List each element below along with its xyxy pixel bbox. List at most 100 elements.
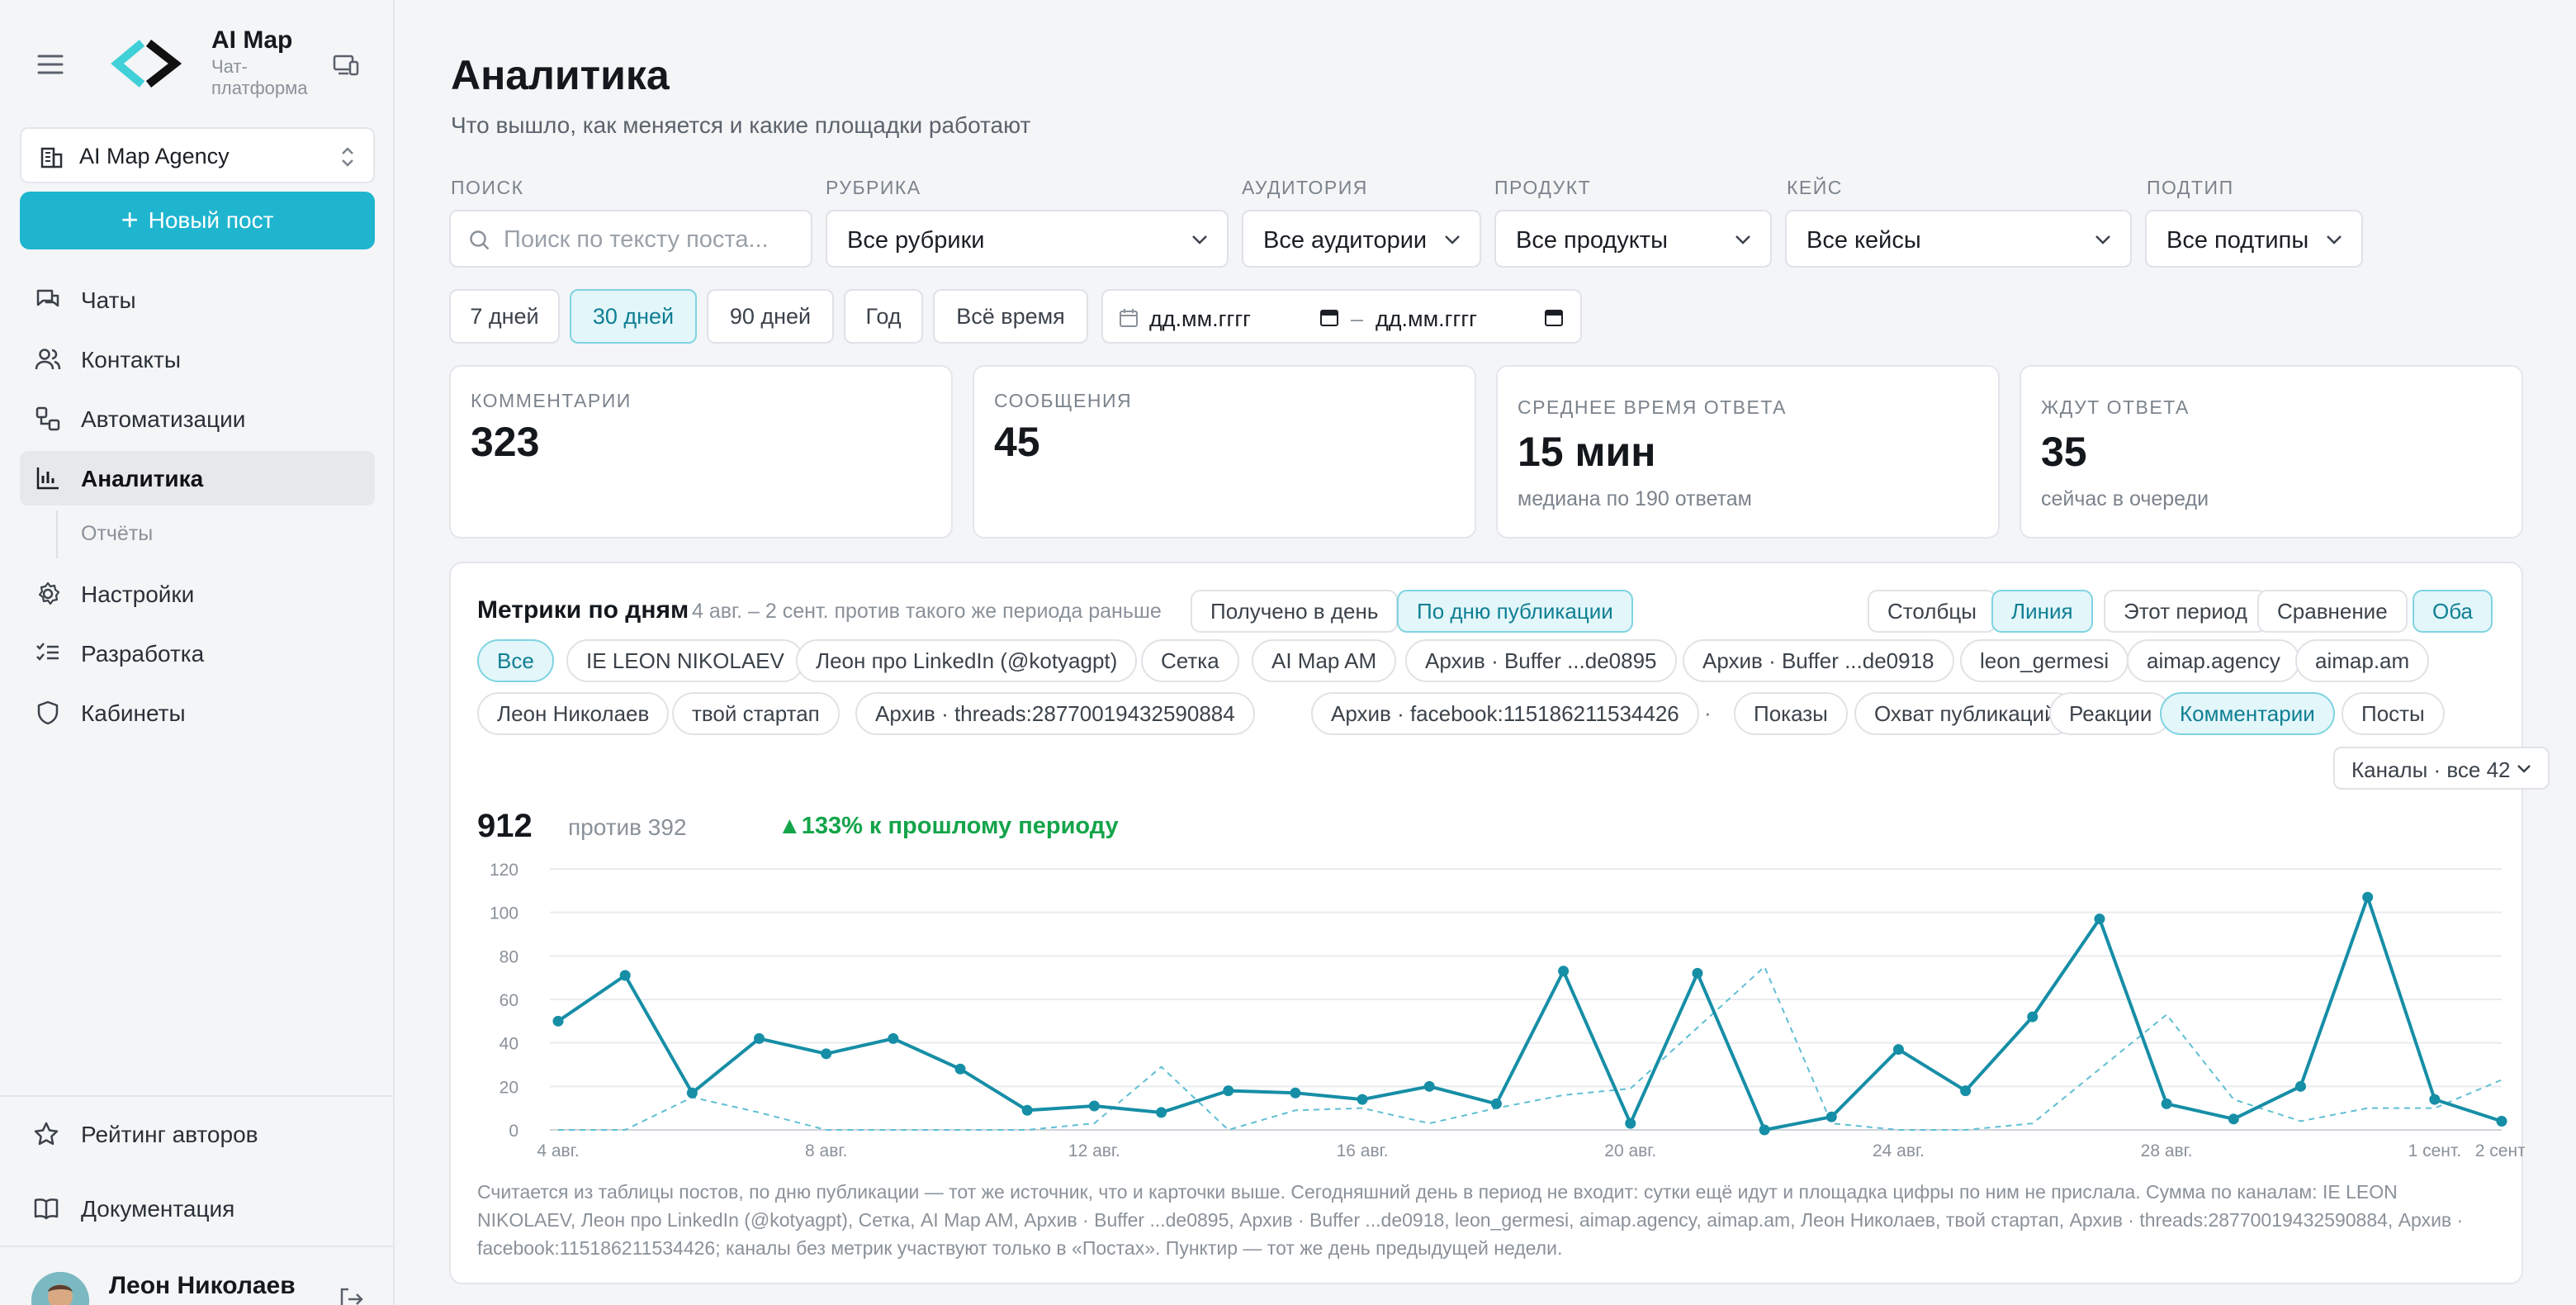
source-chip[interactable]: Все <box>477 639 554 682</box>
data-point <box>754 1032 765 1044</box>
sidebar-item-docs[interactable]: Документация <box>20 1181 375 1236</box>
page-title: Аналитика <box>451 52 670 98</box>
subtype-label: ПОДТИП <box>2147 177 2234 198</box>
search-input[interactable] <box>504 223 801 256</box>
audience-value: Все аудитории <box>1263 227 1428 254</box>
brand-title: AI Map <box>211 26 293 54</box>
period-90d[interactable]: 90 дней <box>707 289 834 344</box>
chevron-down-icon <box>2517 763 2531 775</box>
source-chip[interactable]: leon_germesi <box>1960 639 2129 682</box>
chat-icon <box>35 287 61 313</box>
y-tick-label: 120 <box>490 861 519 880</box>
devices-icon[interactable] <box>332 51 360 79</box>
x-tick-label: 20 авг. <box>1604 1141 1656 1158</box>
metric-chip[interactable]: Комментарии <box>2160 692 2335 735</box>
date-to-input[interactable]: дд.мм.гггг <box>1376 306 1478 331</box>
source-chip[interactable]: Сетка <box>1141 639 1239 682</box>
data-point <box>2094 914 2105 925</box>
sidebar-item-contacts[interactable]: Контакты <box>20 332 375 387</box>
book-icon <box>33 1195 59 1222</box>
data-point <box>1759 1124 1770 1136</box>
data-point <box>1423 1080 1435 1092</box>
stat-card-messages: СООБЩЕНИЯ 45 <box>973 365 1476 539</box>
user-name: Леон Николаев <box>109 1272 296 1299</box>
metric-chip[interactable]: Охват публикаций <box>1854 692 2076 735</box>
sidebar-item-label: Чаты <box>81 287 136 313</box>
view-line-button[interactable]: Линия <box>1991 590 2093 633</box>
data-point <box>2496 1115 2507 1127</box>
case-value: Все кейсы <box>1807 227 1921 254</box>
metric-chip[interactable]: Посты <box>2342 692 2445 735</box>
source-chip[interactable]: IE LEON NIKOLAEV <box>566 639 804 682</box>
source-chip[interactable]: Леон про LinkedIn (@kotyagpt) <box>796 639 1138 682</box>
subtype-select[interactable]: Все подтипы <box>2145 210 2363 268</box>
period-30d[interactable]: 30 дней <box>570 289 697 344</box>
sidebar-item-development[interactable]: Разработка <box>20 626 375 681</box>
data-point <box>2161 1098 2172 1109</box>
date-from-input[interactable]: дд.мм.гггг <box>1149 306 1252 331</box>
source-chip[interactable]: твой стартап <box>672 692 840 735</box>
product-select[interactable]: Все продукты <box>1494 210 1772 268</box>
data-point <box>1490 1098 1502 1109</box>
data-point <box>2294 1080 2306 1092</box>
view-bars-button[interactable]: Столбцы <box>1868 590 1996 633</box>
automation-icon <box>35 406 61 432</box>
stat-title: КОММЕНТАРИИ <box>471 390 632 411</box>
sidebar-item-settings[interactable]: Настройки <box>20 567 375 621</box>
building-icon <box>38 144 64 170</box>
source-chip[interactable]: Архив · Buffer ...de0895 <box>1405 639 1677 682</box>
period-all[interactable]: Всё время <box>933 289 1088 344</box>
calendar-icon[interactable] <box>1319 307 1339 327</box>
logo-icon <box>111 38 183 89</box>
case-select[interactable]: Все кейсы <box>1785 210 2132 268</box>
search-icon <box>467 228 492 253</box>
compare-button[interactable]: Сравнение <box>2257 590 2408 633</box>
source-chip[interactable]: Архив · threads:28770019432590884 <box>855 692 1255 735</box>
channels-select[interactable]: Каналы · все 42 <box>2333 747 2550 790</box>
data-point <box>954 1063 966 1075</box>
rubric-select[interactable]: Все рубрики <box>826 210 1229 268</box>
chevron-down-icon <box>1443 233 1461 246</box>
workspace-select[interactable]: AI Map Agency <box>20 127 375 183</box>
search-field[interactable] <box>449 210 812 268</box>
calendar-icon[interactable] <box>1544 307 1564 327</box>
x-tick-label: 12 авг. <box>1068 1141 1120 1158</box>
sidebar-item-automations[interactable]: Автоматизации <box>20 392 375 446</box>
menu-icon[interactable] <box>36 51 64 78</box>
mode-published-button[interactable]: По дню публикации <box>1397 590 1633 633</box>
sidebar-item-cabinets[interactable]: Кабинеты <box>20 686 375 740</box>
new-post-label: Новый пост <box>148 207 274 233</box>
subtype-value: Все подтипы <box>2166 227 2309 254</box>
audience-select[interactable]: Все аудитории <box>1242 210 1481 268</box>
stat-subtitle: медиана по 190 ответам <box>1518 487 1752 510</box>
period-7d[interactable]: 7 дней <box>449 289 560 344</box>
sidebar-item-reports[interactable]: Отчёты <box>20 510 375 558</box>
period-year[interactable]: Год <box>844 289 923 344</box>
data-point <box>1960 1085 1972 1097</box>
compare-both-button[interactable]: Оба <box>2413 590 2493 633</box>
source-chip[interactable]: Архив · Buffer ...de0918 <box>1683 639 1954 682</box>
data-point <box>686 1087 698 1099</box>
case-label: КЕЙС <box>1787 177 1843 198</box>
source-chip[interactable]: aimap.am <box>2295 639 2430 682</box>
sidebar-item-label: Кабинеты <box>81 700 186 726</box>
metric-chip[interactable]: Показы <box>1734 692 1848 735</box>
user-profile[interactable]: Леон Николаев <box>31 1270 378 1305</box>
source-chip[interactable]: aimap.agency <box>2127 639 2300 682</box>
sidebar-item-chats[interactable]: Чаты <box>20 273 375 327</box>
new-post-button[interactable]: + Новый пост <box>20 192 375 249</box>
data-point <box>552 1015 564 1027</box>
sidebar-item-rating[interactable]: Рейтинг авторов <box>20 1107 375 1161</box>
y-tick-label: 0 <box>509 1122 519 1141</box>
logout-icon[interactable] <box>337 1285 365 1305</box>
mode-received-button[interactable]: Получено в день <box>1191 590 1399 633</box>
sidebar-item-analytics[interactable]: Аналитика <box>20 451 375 505</box>
source-chip[interactable]: AI Map AM <box>1252 639 1397 682</box>
compare-this-button[interactable]: Этот период <box>2104 590 2267 633</box>
x-tick-label: 16 авг. <box>1337 1141 1389 1158</box>
sidebar-item-label: Отчёты <box>81 522 154 545</box>
source-chip[interactable]: Архив · facebook:115186211534426 <box>1311 692 1699 735</box>
date-range[interactable]: дд.мм.гггг – дд.мм.гггг <box>1101 289 1582 344</box>
source-chip[interactable]: Леон Николаев <box>477 692 670 735</box>
metric-chip[interactable]: Реакции <box>2049 692 2172 735</box>
